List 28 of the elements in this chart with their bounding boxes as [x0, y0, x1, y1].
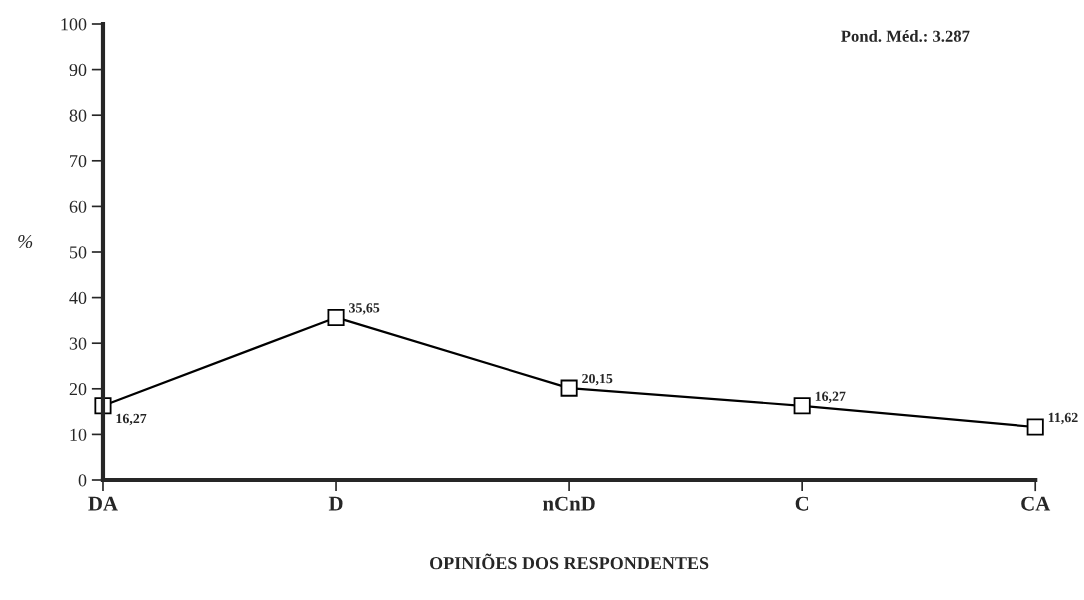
y-tick-label: 10: [70, 428, 87, 441]
y-tick-label: 40: [69, 291, 87, 305]
data-label: 35,65: [349, 303, 380, 315]
y-tick-label: 60: [69, 200, 87, 213]
y-tick-label: 80: [69, 109, 87, 122]
x-tick-label: CA: [1021, 496, 1051, 511]
y-tick-label: 70: [70, 155, 87, 168]
y-tick-label: 20: [69, 383, 87, 396]
x-tick-label: nCnD: [543, 496, 595, 511]
y-tick-label: 50: [70, 246, 87, 259]
x-tick-label: D: [328, 496, 343, 511]
y-tick-label: 100: [61, 18, 87, 31]
annotation: Pond. Méd.: 3.287: [841, 30, 970, 42]
y-axis-title: %: [18, 234, 33, 249]
x-tick-label: DA: [88, 496, 118, 511]
point: [560, 379, 578, 397]
data-label: 16,27: [815, 391, 846, 403]
x-axis-title: OPINIÕES DOS RESPONDENTES: [430, 553, 709, 570]
y-tick-label: 90: [69, 63, 87, 77]
point: [1026, 418, 1044, 436]
data-label: 20,15: [582, 373, 613, 386]
x-tick-label: C: [795, 496, 809, 511]
y-tick-label: 30: [69, 337, 87, 350]
y-tick-label: 0: [78, 474, 87, 487]
point: [327, 308, 345, 326]
point: [793, 397, 811, 415]
data-label: 16,27: [116, 413, 147, 426]
data-label: 11,62: [1048, 412, 1078, 425]
